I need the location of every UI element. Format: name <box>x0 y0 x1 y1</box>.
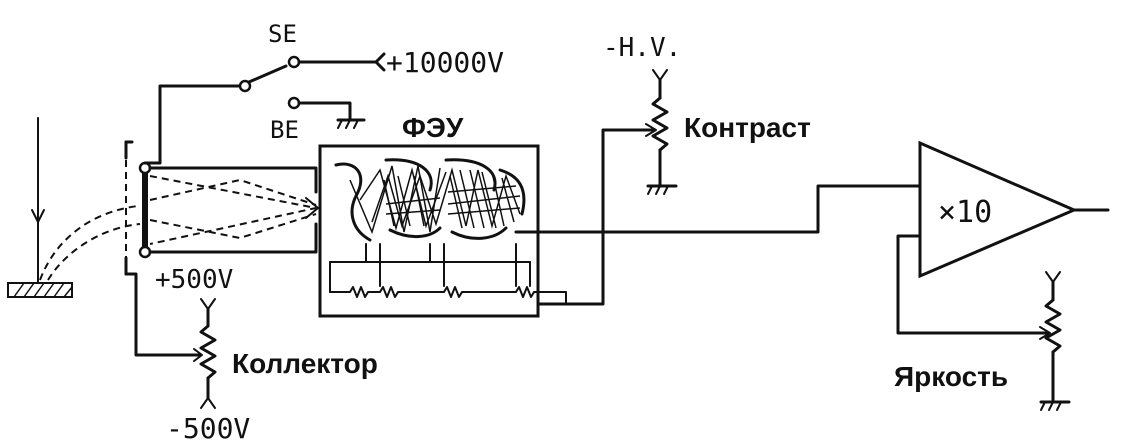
be-ground-icon <box>336 118 366 129</box>
hv-label: -H.V. <box>603 33 681 63</box>
plus-500v-label: +500V <box>155 265 233 295</box>
pmt-label: ФЭУ <box>402 112 464 143</box>
signal-line <box>536 184 922 234</box>
contrast-potentiometer <box>536 69 678 306</box>
incident-beam <box>31 117 45 283</box>
specimen <box>7 282 73 298</box>
scintillator <box>138 161 152 259</box>
light-guide <box>148 166 319 254</box>
be-label: BE <box>270 116 299 144</box>
contrast-ground-icon <box>646 184 678 195</box>
electron-trajectories <box>39 205 141 281</box>
brightness-ground-icon <box>1039 400 1071 411</box>
collector-label: Коллектор <box>232 348 378 379</box>
minus-500v-label: -500V <box>166 412 250 445</box>
plus-10000v-label: +10000V <box>386 46 504 79</box>
se-be-selector-switch <box>143 52 386 165</box>
amplifier-gain-label: ×10 <box>938 195 992 230</box>
collector-grid <box>124 140 134 276</box>
brightness-potentiometer <box>896 234 1071 411</box>
brightness-label: Яркость <box>894 361 1008 392</box>
amplifier <box>918 140 1110 279</box>
collector-potentiometer <box>128 272 217 409</box>
contrast-label: Контраст <box>684 112 811 143</box>
photomultiplier <box>318 144 567 318</box>
se-label: SE <box>268 20 297 48</box>
